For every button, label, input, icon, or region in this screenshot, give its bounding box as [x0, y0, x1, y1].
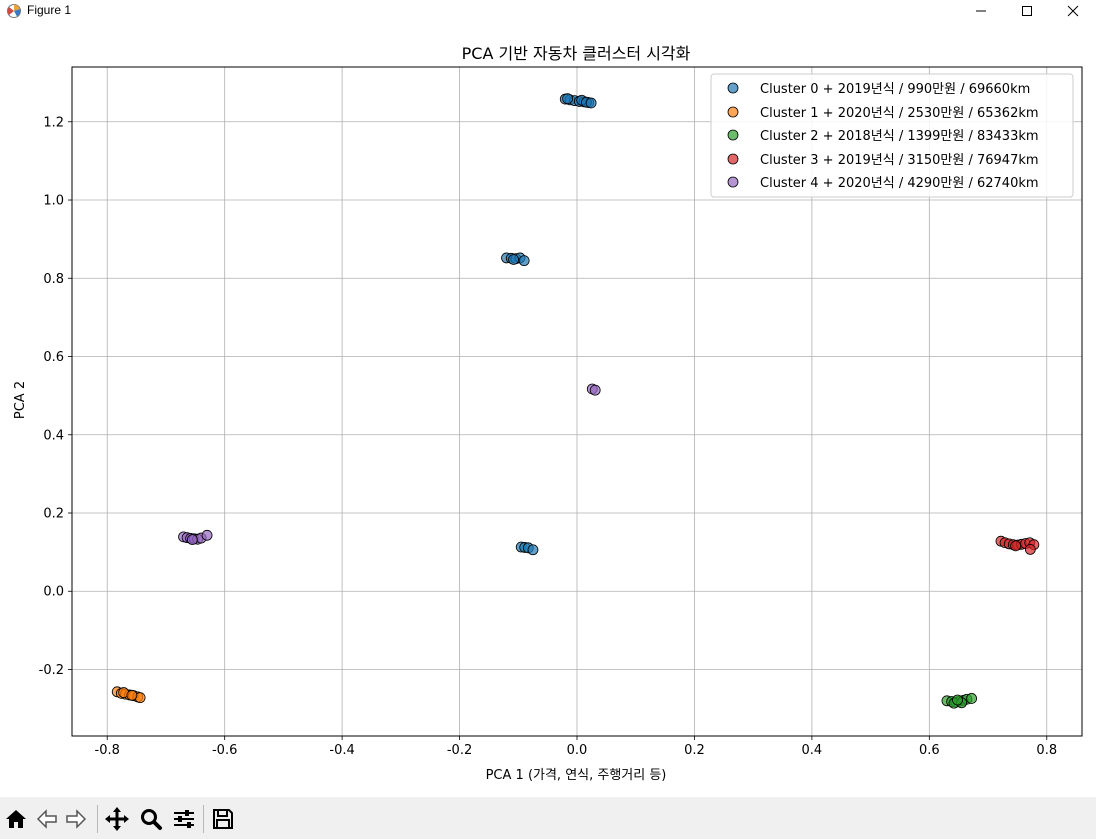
cluster-4-point — [201, 529, 213, 541]
cluster-4-point — [186, 534, 198, 546]
legend-marker-3 — [727, 153, 739, 165]
legend-entry-1: Cluster 1 + 2020년식 / 2530만원 / 65362km — [760, 106, 1039, 121]
forward-button[interactable] — [63, 806, 89, 832]
chart-canvas[interactable]: PCA 기반 자동차 클러스터 시각화 -0.8 -0.6 -0.4 -0.2 0.0 0… — [0, 22, 1096, 797]
navigation-toolbar — [0, 797, 1096, 839]
back-button[interactable] — [34, 806, 60, 832]
home-icon — [6, 810, 26, 828]
x-tick-label: -0.6 — [212, 743, 237, 758]
x-tick-label: 0.0 — [567, 743, 588, 758]
y-tick-label: 1.2 — [43, 115, 64, 130]
y-tick-label: 0.6 — [43, 350, 64, 365]
cluster-0-point — [508, 254, 519, 265]
close-button[interactable] — [1050, 0, 1096, 22]
window-title: Figure 1 — [27, 3, 72, 17]
chart-title: PCA 기반 자동차 클러스터 시각화 — [462, 44, 691, 63]
cluster-3-point — [1010, 540, 1022, 552]
x-tick-label: 0.4 — [802, 743, 823, 758]
cluster-1-point — [126, 689, 138, 701]
legend-box — [710, 73, 1074, 198]
cluster-0-point — [585, 97, 597, 109]
legend-marker-2 — [727, 129, 739, 141]
x-tick-label: -0.8 — [95, 743, 120, 758]
legend-entry-0: Cluster 0 + 2019년식 / 990만원 / 69660km — [760, 82, 1030, 97]
maximize-icon — [1022, 6, 1032, 16]
cluster-2-point — [952, 694, 963, 706]
zoom-icon — [141, 809, 162, 830]
save-button[interactable] — [210, 806, 236, 832]
cluster-2-point — [966, 693, 978, 704]
legend-marker-1 — [727, 106, 739, 118]
legend-entry-4: Cluster 4 + 2020년식 / 4290만원 / 62740km — [760, 176, 1039, 191]
legend-marker-0 — [727, 82, 739, 94]
y-tick-label: 0.4 — [43, 428, 64, 443]
matplotlib-app-icon — [7, 4, 21, 18]
pan-icon — [105, 807, 129, 831]
toolbar-separator — [97, 805, 98, 833]
axis-ticks: -0.8 -0.6 -0.4 -0.2 0.0 0.2 0.4 0.6 0.8 -0.2 0.0 0.… — [39, 115, 1057, 758]
forward-arrow-icon — [66, 809, 87, 829]
x-tick-label: -0.2 — [447, 743, 472, 758]
window-title-bar: Figure 1 — [0, 0, 1096, 22]
x-tick-label: -0.4 — [329, 743, 354, 758]
x-tick-label: 0.8 — [1036, 743, 1057, 758]
y-tick-label: 1.0 — [43, 194, 64, 209]
legend-entry-3: Cluster 3 + 2019년식 / 3150만원 / 76947km — [760, 153, 1039, 168]
minimize-icon — [976, 10, 986, 12]
cluster-4-point — [589, 384, 601, 396]
cluster-0-point — [562, 93, 574, 105]
cluster-0-point — [518, 255, 530, 267]
y-tick-label: 0.2 — [43, 507, 64, 522]
maximize-button[interactable] — [1004, 0, 1050, 22]
pan-button[interactable] — [104, 806, 130, 832]
x-tick-label: 0.2 — [684, 743, 705, 758]
chart-legend: Cluster 0 + 2019년식 / 990만원 / 69660km Clu… — [710, 73, 1074, 198]
y-tick-label: -0.2 — [39, 663, 64, 678]
legend-marker-4 — [727, 176, 739, 188]
close-icon — [1067, 5, 1079, 17]
scatter-points — [111, 93, 1040, 709]
x-axis-label: PCA 1 (가격, 연식, 주행거리 등) — [486, 767, 667, 783]
y-tick-label: 0.0 — [43, 585, 64, 600]
back-arrow-icon — [36, 809, 57, 829]
minimize-button[interactable] — [958, 0, 1004, 22]
y-axis-label: PCA 2 — [13, 381, 28, 419]
cluster-0-point — [527, 544, 539, 556]
legend-entry-2: Cluster 2 + 2018년식 / 1399만원 / 83433km — [760, 129, 1039, 144]
cluster-3-point — [1024, 543, 1036, 555]
configure-subplots-button[interactable] — [171, 806, 197, 832]
save-icon — [213, 809, 233, 829]
x-tick-label: 0.6 — [919, 743, 940, 758]
zoom-button[interactable] — [138, 806, 164, 832]
toolbar-separator — [203, 805, 204, 833]
configure-subplots-icon — [174, 810, 194, 828]
y-tick-label: 0.8 — [43, 272, 64, 287]
home-button[interactable] — [3, 806, 29, 832]
